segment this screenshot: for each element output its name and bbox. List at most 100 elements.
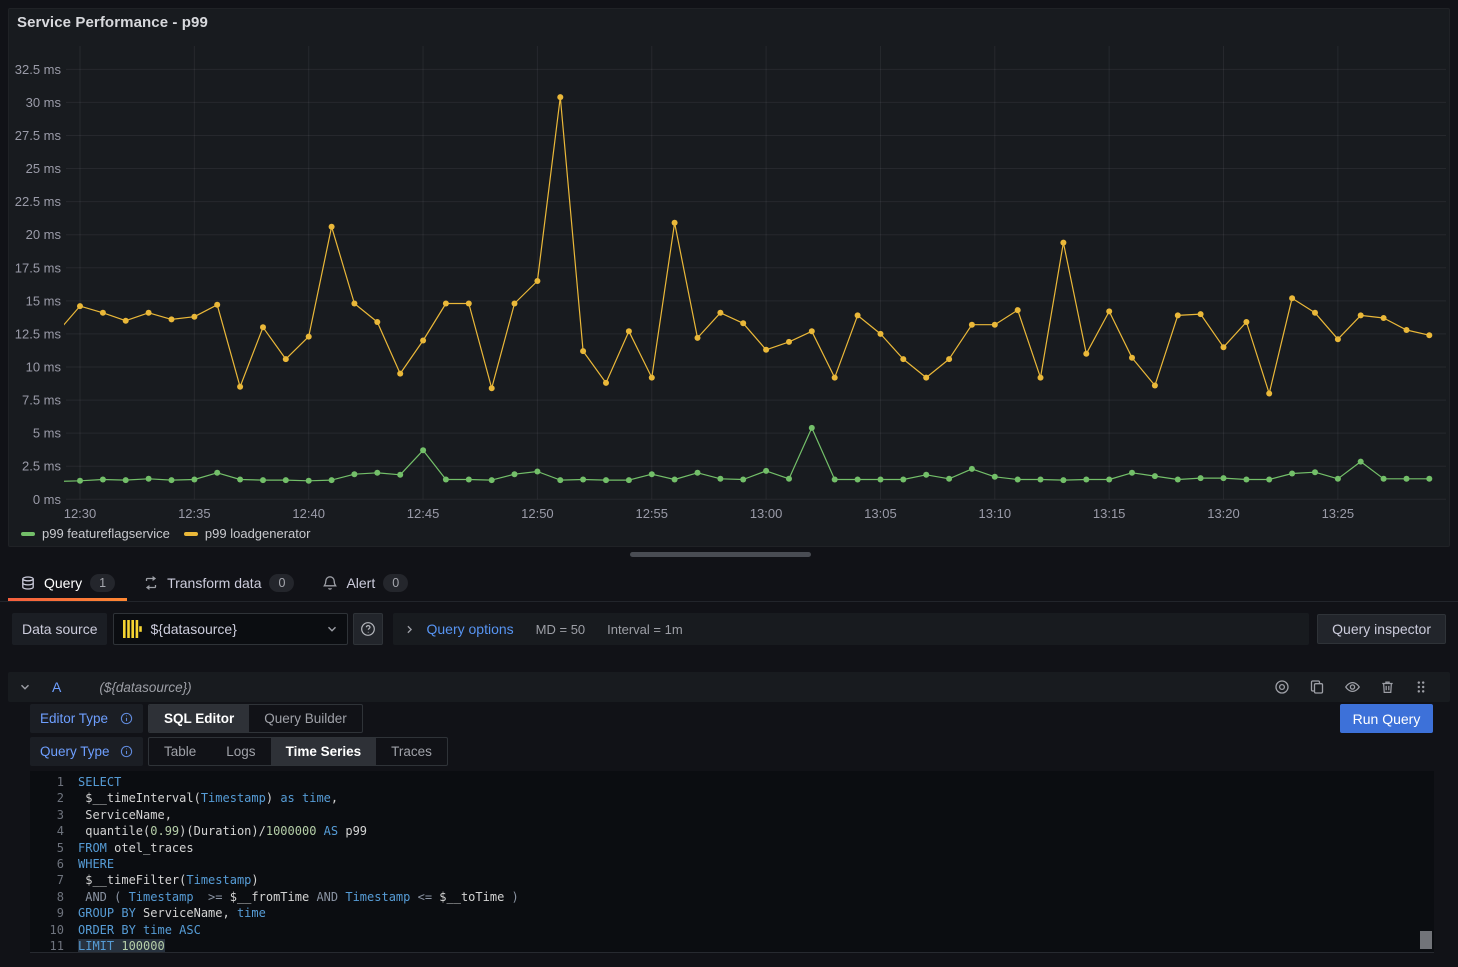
data-point[interactable] xyxy=(420,447,426,453)
data-point[interactable] xyxy=(603,380,609,386)
data-point[interactable] xyxy=(1266,477,1272,483)
data-point[interactable] xyxy=(260,477,266,483)
editor-type-option-sql-editor[interactable]: SQL Editor xyxy=(149,705,249,732)
data-point[interactable] xyxy=(786,339,792,345)
data-point[interactable] xyxy=(237,384,243,390)
data-point[interactable] xyxy=(557,477,563,483)
data-point[interactable] xyxy=(695,335,701,341)
data-point[interactable] xyxy=(1381,315,1387,321)
data-point[interactable] xyxy=(649,375,655,381)
data-point[interactable] xyxy=(146,476,152,482)
data-point[interactable] xyxy=(466,477,472,483)
data-point[interactable] xyxy=(740,320,746,326)
legend-item-p99-loadgenerator[interactable]: p99 loadgenerator xyxy=(184,526,311,541)
data-point[interactable] xyxy=(946,356,952,362)
data-point[interactable] xyxy=(146,310,152,316)
data-point[interactable] xyxy=(214,302,220,308)
data-point[interactable] xyxy=(169,316,175,322)
data-point[interactable] xyxy=(626,328,632,334)
duplicate-query-icon[interactable] xyxy=(1309,679,1325,695)
data-point[interactable] xyxy=(580,477,586,483)
data-point[interactable] xyxy=(260,324,266,330)
timeseries-chart[interactable]: 0 ms2.5 ms5 ms7.5 ms10 ms12.5 ms15 ms17.… xyxy=(9,9,1451,548)
data-point[interactable] xyxy=(283,356,289,362)
data-point[interactable] xyxy=(191,477,197,483)
sql-line-2[interactable]: 2 $__timeInterval(Timestamp) as time, xyxy=(30,790,1434,806)
data-point[interactable] xyxy=(878,331,884,337)
query-type-option-traces[interactable]: Traces xyxy=(376,738,447,765)
data-point[interactable] xyxy=(717,310,723,316)
data-point[interactable] xyxy=(969,466,975,472)
legend-item-p99-featureflagservice[interactable]: p99 featureflagservice xyxy=(21,526,170,541)
datasource-help-button[interactable] xyxy=(353,613,383,645)
data-point[interactable] xyxy=(672,477,678,483)
data-point[interactable] xyxy=(717,476,723,482)
data-point[interactable] xyxy=(900,356,906,362)
data-point[interactable] xyxy=(992,474,998,480)
data-point[interactable] xyxy=(1335,476,1341,482)
data-point[interactable] xyxy=(1038,375,1044,381)
data-point[interactable] xyxy=(1106,477,1112,483)
horizontal-scrollbar-thumb[interactable] xyxy=(630,552,811,557)
data-point[interactable] xyxy=(191,314,197,320)
data-point[interactable] xyxy=(580,348,586,354)
data-point[interactable] xyxy=(809,425,815,431)
data-point[interactable] xyxy=(1015,307,1021,313)
data-point[interactable] xyxy=(946,476,952,482)
data-point[interactable] xyxy=(1266,391,1272,397)
data-point[interactable] xyxy=(1083,477,1089,483)
sql-line-1[interactable]: 1SELECT xyxy=(30,774,1434,790)
data-point[interactable] xyxy=(489,477,495,483)
data-point[interactable] xyxy=(1381,476,1387,482)
editor-type-option-query-builder[interactable]: Query Builder xyxy=(249,705,362,732)
sql-line-3[interactable]: 3 ServiceName, xyxy=(30,807,1434,823)
data-point[interactable] xyxy=(878,477,884,483)
data-point[interactable] xyxy=(1221,344,1227,350)
data-point[interactable] xyxy=(100,477,106,483)
data-point[interactable] xyxy=(900,477,906,483)
data-point[interactable] xyxy=(534,469,540,475)
data-point[interactable] xyxy=(557,94,563,100)
query-ref-id[interactable]: A xyxy=(52,679,61,695)
data-point[interactable] xyxy=(329,477,335,483)
data-point[interactable] xyxy=(1060,477,1066,483)
sql-line-11[interactable]: 11LIMIT 100000 xyxy=(30,938,1434,953)
data-point[interactable] xyxy=(1404,327,1410,333)
data-point[interactable] xyxy=(77,478,83,484)
data-point[interactable] xyxy=(786,476,792,482)
sql-code-editor[interactable]: 1SELECT2 $__timeInterval(Timestamp) as t… xyxy=(30,771,1434,953)
sql-line-10[interactable]: 10ORDER BY time ASC xyxy=(30,922,1434,938)
data-point[interactable] xyxy=(214,470,220,476)
data-point[interactable] xyxy=(969,322,975,328)
data-point[interactable] xyxy=(397,371,403,377)
sql-line-6[interactable]: 6WHERE xyxy=(30,856,1434,872)
data-point[interactable] xyxy=(1060,240,1066,246)
data-point[interactable] xyxy=(1221,475,1227,481)
data-point[interactable] xyxy=(1152,473,1158,479)
data-point[interactable] xyxy=(763,347,769,353)
data-point[interactable] xyxy=(1335,336,1341,342)
data-point[interactable] xyxy=(123,477,129,483)
sql-line-5[interactable]: 5FROM otel_traces xyxy=(30,840,1434,856)
query-inspector-button[interactable]: Query inspector xyxy=(1317,614,1446,644)
data-point[interactable] xyxy=(1243,477,1249,483)
data-point[interactable] xyxy=(420,338,426,344)
data-point[interactable] xyxy=(603,477,609,483)
remove-query-icon[interactable] xyxy=(1380,679,1395,695)
data-point[interactable] xyxy=(809,328,815,334)
data-point[interactable] xyxy=(100,310,106,316)
data-point[interactable] xyxy=(1038,477,1044,483)
data-point[interactable] xyxy=(1015,477,1021,483)
data-point[interactable] xyxy=(1198,311,1204,317)
data-point[interactable] xyxy=(1426,476,1432,482)
data-point[interactable] xyxy=(351,471,357,477)
data-point[interactable] xyxy=(1404,476,1410,482)
disable-query-icon[interactable] xyxy=(1274,679,1290,695)
data-point[interactable] xyxy=(1358,459,1364,465)
data-point[interactable] xyxy=(351,301,357,307)
data-point[interactable] xyxy=(649,471,655,477)
data-point[interactable] xyxy=(1312,310,1318,316)
collapse-query-chevron-icon[interactable] xyxy=(18,680,32,694)
data-point[interactable] xyxy=(489,385,495,391)
data-point[interactable] xyxy=(1175,312,1181,318)
